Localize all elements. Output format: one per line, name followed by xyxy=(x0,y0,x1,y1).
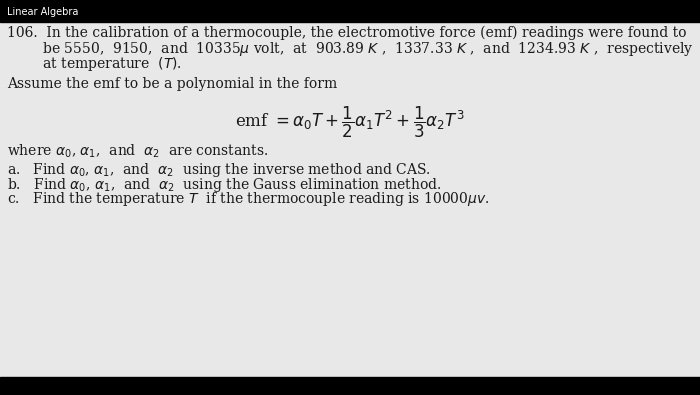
Text: emf $= \alpha_0 T + \dfrac{1}{2}\alpha_1 T^2 + \dfrac{1}{3}\alpha_2 T^3$: emf $= \alpha_0 T + \dfrac{1}{2}\alpha_1… xyxy=(235,105,465,140)
Text: Assume the emf to be a polynomial in the form: Assume the emf to be a polynomial in the… xyxy=(7,77,337,91)
Text: Linear Algebra: Linear Algebra xyxy=(7,7,78,17)
Text: be 5550,  9150,  and  10335$\mu$ volt,  at  903.89 $K$ ,  1337.33 $K$ ,  and  12: be 5550, 9150, and 10335$\mu$ volt, at 9… xyxy=(7,41,694,58)
Text: a.   Find $\alpha_0$, $\alpha_1$,  and  $\alpha_2$  using the inverse method and: a. Find $\alpha_0$, $\alpha_1$, and $\al… xyxy=(7,161,431,179)
Text: 106.  In the calibration of a thermocouple, the electromotive force (emf) readin: 106. In the calibration of a thermocoupl… xyxy=(7,26,687,40)
Bar xyxy=(0,0,700,22)
Bar xyxy=(0,377,700,395)
Bar xyxy=(0,22,700,377)
Text: where $\alpha_0$, $\alpha_1$,  and  $\alpha_2$  are constants.: where $\alpha_0$, $\alpha_1$, and $\alph… xyxy=(7,143,268,160)
Text: at temperature  $(T)$.: at temperature $(T)$. xyxy=(7,55,182,73)
Text: b.   Find $\alpha_0$, $\alpha_1$,  and  $\alpha_2$  using the Gauss elimination : b. Find $\alpha_0$, $\alpha_1$, and $\al… xyxy=(7,175,441,194)
Text: c.   Find the temperature $T$  if the thermocouple reading is 10000$\mu v$.: c. Find the temperature $T$ if the therm… xyxy=(7,190,489,208)
